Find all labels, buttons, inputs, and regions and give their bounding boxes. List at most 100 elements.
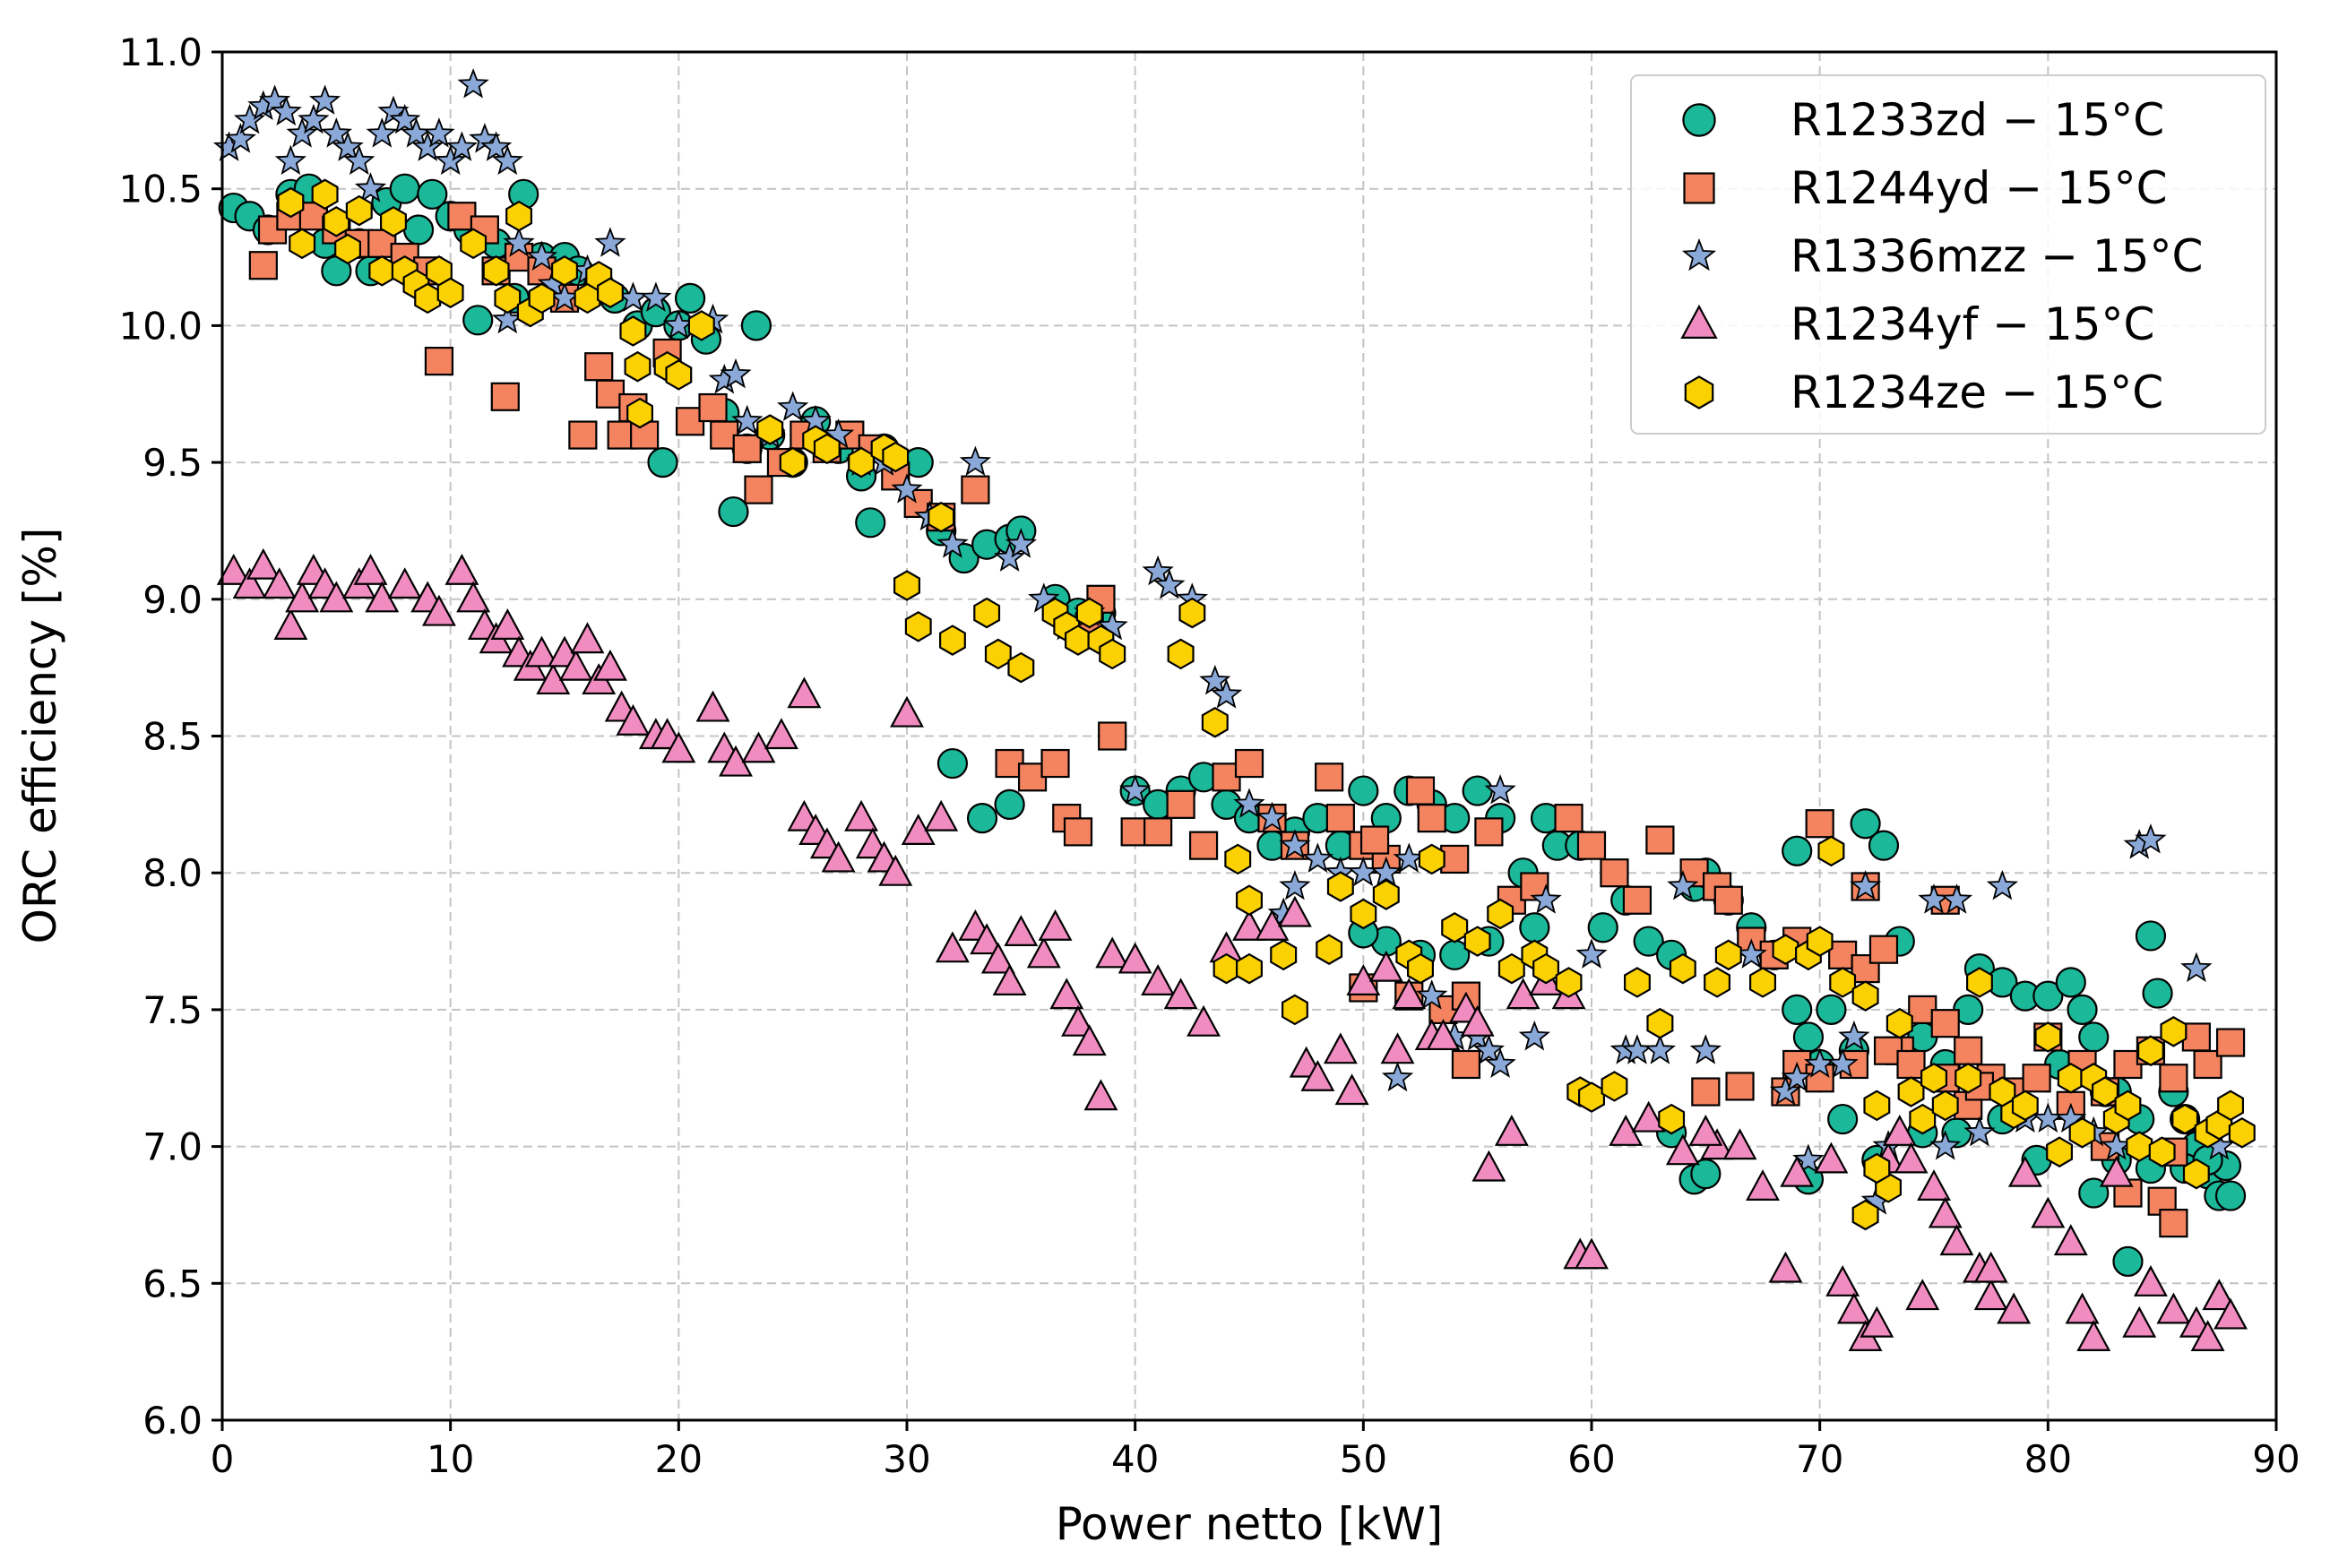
data-point-triangle xyxy=(924,799,959,831)
data-point-square xyxy=(1805,809,1834,839)
data-point-square xyxy=(1359,825,1390,855)
data-point-square xyxy=(1645,825,1675,855)
data-point-hexagon xyxy=(277,186,305,219)
data-point-hexagon xyxy=(1817,835,1845,867)
legend-item[interactable]: R1234yf − 15°C xyxy=(1680,298,2154,350)
y-tick-label: 9.5 xyxy=(142,441,203,485)
data-point-star xyxy=(1301,842,1333,873)
data-point-star xyxy=(1781,1061,1813,1092)
data-point-hexagon xyxy=(1235,884,1264,916)
data-point-square xyxy=(698,392,728,423)
data-point-hexagon xyxy=(1772,934,1799,965)
legend-item[interactable]: R1336mzz − 15°C xyxy=(1681,230,2203,282)
data-point-hexagon xyxy=(2068,1117,2096,1149)
data-point-hexagon xyxy=(1886,1007,1913,1039)
data-point-square xyxy=(1098,721,1127,751)
data-points xyxy=(212,68,2256,1351)
data-point-hexagon xyxy=(1623,967,1651,998)
data-point-triangle xyxy=(1334,1073,1369,1106)
data-point-circle xyxy=(402,214,435,246)
data-point-star xyxy=(2180,952,2213,983)
data-point-hexagon xyxy=(289,228,316,260)
data-point-square xyxy=(424,347,454,376)
data-point-hexagon xyxy=(1497,952,1525,985)
data-point-star xyxy=(525,240,558,271)
data-point-star xyxy=(343,144,375,176)
data-point-square xyxy=(732,434,762,463)
data-point-star xyxy=(274,144,306,176)
data-point-triangle xyxy=(2053,1224,2088,1256)
data-point-hexagon xyxy=(1532,952,1560,985)
data-point-star xyxy=(640,281,672,312)
legend-label: R1336mzz − 15°C xyxy=(1791,230,2203,282)
data-point-hexagon xyxy=(1406,952,1435,985)
legend-label: R1233zd − 15°C xyxy=(1791,94,2164,146)
data-point-circle xyxy=(1587,912,1618,943)
legend-label: R1234yf − 15°C xyxy=(1791,298,2154,350)
data-point-triangle xyxy=(980,942,1015,974)
data-point-triangle xyxy=(2007,1155,2042,1187)
data-point-triangle xyxy=(262,567,297,599)
data-point-hexagon xyxy=(505,200,533,232)
data-point-square xyxy=(1417,804,1446,833)
data-point-circle xyxy=(1792,1021,1825,1053)
data-point-star xyxy=(457,68,489,99)
data-point-square xyxy=(1576,831,1607,860)
data-point-star xyxy=(332,131,364,161)
data-point-triangle xyxy=(1768,1251,1803,1283)
legend-item[interactable]: R1233zd − 15°C xyxy=(1682,94,2164,146)
data-point-square xyxy=(1622,885,1653,915)
data-point-hexagon xyxy=(1829,967,1857,998)
data-point-hexagon xyxy=(1075,597,1103,629)
legend-item[interactable]: R1234ze − 15°C xyxy=(1684,366,2163,418)
y-tick-label: 9.0 xyxy=(142,578,203,622)
data-point-circle xyxy=(1348,775,1379,806)
data-point-hexagon xyxy=(2228,1117,2256,1149)
data-point-circle xyxy=(1850,808,1881,840)
data-point-star xyxy=(1199,664,1231,695)
data-point-hexagon xyxy=(550,255,579,287)
data-point-triangle xyxy=(592,649,627,681)
data-point-circle xyxy=(2214,1180,2247,1211)
legend-marker-square xyxy=(1683,172,1715,204)
data-point-hexagon xyxy=(1601,1071,1628,1102)
data-point-hexagon xyxy=(1099,638,1126,670)
data-point-circle xyxy=(1782,994,1813,1026)
data-point-triangle xyxy=(1860,1305,1894,1338)
legend-item[interactable]: R1244yd − 15°C xyxy=(1683,162,2168,214)
data-point-star xyxy=(423,117,455,148)
x-tick-label: 50 xyxy=(1340,1437,1387,1481)
data-point-star xyxy=(1986,869,2018,900)
data-point-square xyxy=(1166,789,1195,819)
data-point-star xyxy=(2135,823,2167,854)
data-point-square xyxy=(1691,1077,1721,1107)
data-point-triangle xyxy=(1232,909,1266,941)
data-point-hexagon xyxy=(1658,1103,1686,1135)
data-point-circle xyxy=(1868,830,1900,861)
data-point-circle xyxy=(2078,1021,2110,1053)
data-point-triangle xyxy=(444,553,479,585)
data-point-star xyxy=(936,528,969,558)
data-point-star xyxy=(366,117,398,148)
data-point-hexagon xyxy=(1577,1081,1606,1113)
legend-marker-triangle xyxy=(1680,304,1718,339)
data-point-triangle xyxy=(661,731,696,763)
data-point-triangle xyxy=(1038,909,1073,941)
legend[interactable]: R1233zd − 15°C R1244yd − 15°C R1336mzz − 1… xyxy=(1630,74,2266,435)
data-point-hexagon xyxy=(368,255,396,287)
data-point-hexagon xyxy=(1955,1063,1982,1094)
data-point-triangle xyxy=(1575,1237,1609,1270)
data-point-hexagon xyxy=(1326,871,1354,902)
data-point-hexagon xyxy=(1167,638,1195,670)
data-point-triangle xyxy=(2099,1155,2134,1187)
data-point-hexagon xyxy=(984,638,1012,670)
data-point-circle xyxy=(2032,980,2064,1012)
data-point-hexagon xyxy=(1748,967,1777,998)
data-point-square xyxy=(1474,817,1504,847)
data-point-star xyxy=(1689,1034,1722,1064)
data-point-star xyxy=(503,227,535,257)
data-point-star xyxy=(1381,1061,1414,1092)
data-point-star xyxy=(1826,1047,1859,1078)
data-point-triangle xyxy=(695,690,730,722)
data-point-square xyxy=(2159,1209,2188,1238)
